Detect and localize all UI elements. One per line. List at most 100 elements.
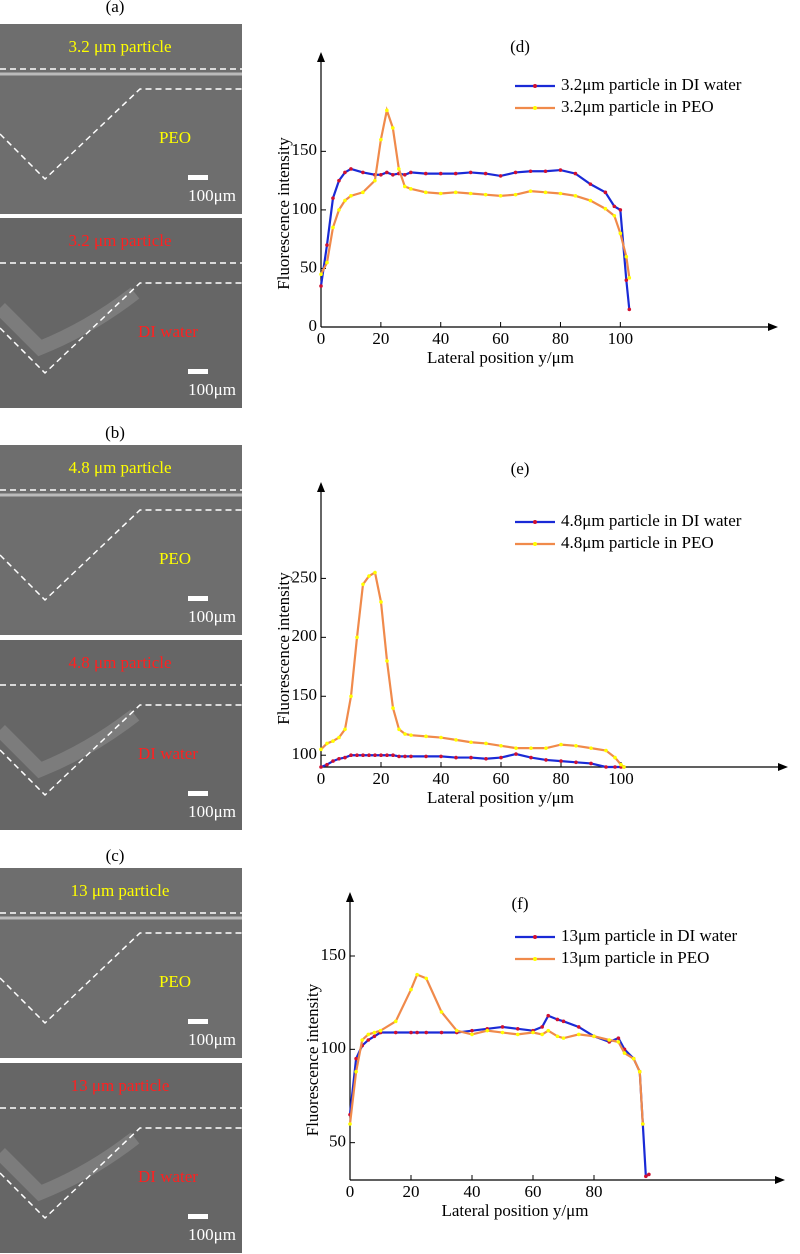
data-point — [604, 765, 608, 769]
data-point — [499, 743, 503, 748]
data-point — [616, 1036, 621, 1040]
data-point — [367, 753, 371, 758]
data-point — [391, 753, 395, 758]
data-point — [546, 1028, 551, 1033]
data-point — [319, 765, 323, 769]
data-point — [349, 694, 353, 699]
data-point — [360, 1038, 365, 1042]
data-point — [641, 1122, 645, 1126]
legend-label: 3.2μm particle in PEO — [561, 97, 714, 116]
data-point — [588, 198, 593, 203]
data-point — [612, 204, 617, 209]
chart-title: (f) — [512, 894, 529, 913]
data-point — [391, 706, 395, 710]
data-point — [540, 1025, 544, 1029]
x-axis-label: Lateral position y/μm — [427, 348, 574, 367]
micrograph: 4.8 μm particle PEO 100μm — [0, 445, 242, 635]
data-point — [627, 307, 632, 312]
data-point — [337, 756, 341, 761]
legend-marker — [533, 106, 537, 110]
data-point — [616, 1040, 621, 1044]
data-point — [470, 1028, 474, 1033]
data-point — [485, 1028, 490, 1033]
data-point — [337, 208, 341, 212]
particle-band — [0, 1132, 140, 1202]
scale-label: 100μm — [188, 1225, 236, 1244]
data-point — [498, 174, 503, 178]
data-point — [343, 755, 347, 760]
channel-wall — [0, 509, 242, 602]
data-point — [454, 755, 458, 760]
legend-label: 13μm particle in DI water — [561, 926, 738, 945]
scale-label: 100μm — [188, 607, 236, 626]
data-point — [468, 170, 473, 175]
data-point — [393, 1030, 398, 1035]
series-line — [348, 973, 644, 1125]
y-tick-label: 50 — [329, 1132, 346, 1151]
image-background — [0, 868, 242, 1058]
data-point — [361, 170, 365, 175]
x-tick-label: 60 — [492, 329, 509, 348]
particle-band — [0, 709, 140, 779]
data-point — [397, 167, 401, 171]
data-point — [622, 765, 626, 769]
x-tick-label: 100 — [608, 769, 634, 788]
data-point — [631, 1056, 636, 1061]
channel-wall — [0, 1127, 242, 1220]
data-point — [423, 190, 428, 195]
y-tick-label: 100 — [292, 744, 318, 763]
scale-label: 100μm — [188, 380, 236, 399]
data-point — [331, 196, 335, 200]
data-point — [319, 284, 323, 288]
data-point — [619, 762, 623, 767]
data-point — [361, 190, 365, 195]
data-point — [403, 172, 407, 177]
fluid-label: DI water — [138, 322, 198, 341]
data-point — [439, 1010, 444, 1014]
x-tick-label: 100 — [608, 329, 634, 348]
data-point — [349, 753, 353, 758]
data-point — [498, 194, 503, 198]
data-point — [624, 278, 629, 282]
data-point — [624, 254, 629, 259]
data-point — [513, 170, 518, 175]
data-point — [529, 746, 533, 750]
y-tick-label: 200 — [292, 626, 318, 645]
data-point — [373, 178, 377, 183]
legend-marker — [533, 542, 537, 546]
data-point — [603, 190, 608, 195]
data-point — [325, 741, 329, 746]
data-point — [588, 182, 593, 186]
data-point — [385, 659, 389, 663]
fluid-label: PEO — [159, 549, 191, 568]
scale-bar — [188, 1214, 208, 1219]
data-point — [325, 260, 329, 265]
data-point — [409, 170, 413, 175]
image-background — [0, 640, 242, 830]
data-point — [373, 753, 377, 758]
y-tick-label: 0 — [309, 316, 318, 335]
data-point — [348, 1122, 352, 1126]
data-point — [343, 170, 347, 175]
data-point — [515, 1032, 520, 1037]
x-tick-label: 0 — [346, 1182, 355, 1201]
data-point — [618, 231, 623, 236]
data-point — [391, 126, 395, 130]
data-point — [607, 1038, 612, 1042]
data-point — [561, 1019, 566, 1024]
fluid-label: PEO — [159, 128, 191, 147]
data-point — [423, 171, 428, 176]
particle-label: 4.8 μm particle — [68, 458, 171, 477]
data-point — [592, 1034, 596, 1039]
data-point — [555, 1034, 560, 1039]
data-point — [499, 755, 503, 760]
data-point — [576, 1032, 581, 1037]
y-axis-label: Fluorescence intensity — [274, 572, 293, 725]
data-point — [513, 192, 518, 197]
legend-label: 13μm particle in PEO — [561, 948, 709, 967]
scale-bar — [188, 369, 208, 374]
data-point — [385, 108, 389, 113]
data-point — [528, 169, 533, 174]
y-axis-label: Fluorescence intensity — [274, 137, 293, 290]
channel-wall — [0, 88, 242, 181]
